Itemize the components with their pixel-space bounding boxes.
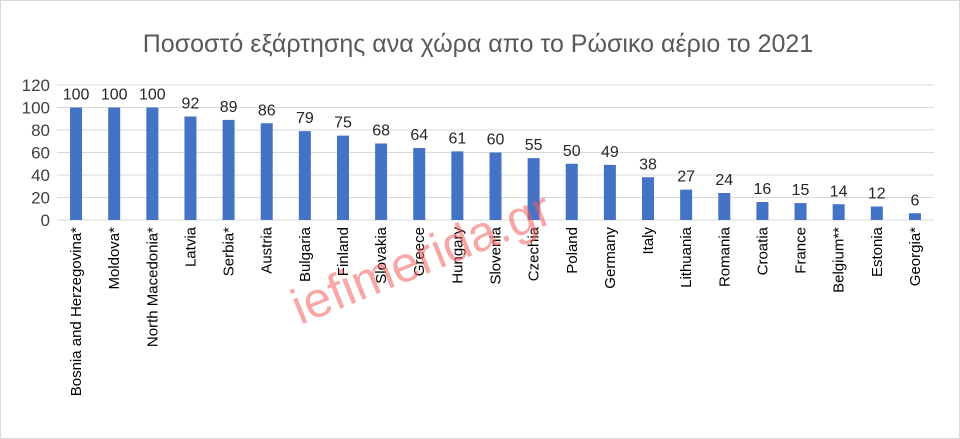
- bar: [794, 203, 807, 220]
- x-tick-label: Slovenia: [488, 226, 505, 284]
- x-tick-label: Slovakia: [373, 226, 390, 283]
- x-tick-label: Bulgaria: [297, 226, 314, 282]
- x-tick-label: Finland: [335, 227, 352, 276]
- x-tick-label: Belgium**: [831, 227, 848, 293]
- gridlines: [57, 84, 934, 221]
- data-label: 64: [410, 127, 428, 144]
- x-tick-label: Serbia*: [221, 227, 238, 276]
- data-label: 16: [754, 181, 772, 198]
- data-label: 100: [63, 87, 90, 104]
- data-label: 60: [487, 132, 505, 149]
- bar: [108, 107, 121, 220]
- bar: [413, 148, 426, 220]
- y-tick-label: 120: [22, 76, 50, 95]
- data-label: 15: [792, 182, 810, 199]
- x-tick-label: Lithuania: [678, 226, 695, 288]
- data-label: 55: [525, 137, 543, 154]
- data-label: 14: [830, 183, 848, 200]
- bar: [184, 116, 197, 220]
- data-label: 100: [101, 87, 128, 104]
- bar: [908, 213, 921, 220]
- bar: [489, 152, 502, 220]
- y-axis: 0 20 40 60 80 100 120: [22, 76, 50, 230]
- bar: [527, 158, 540, 220]
- x-tick-label: Germany: [602, 227, 619, 289]
- bar: [260, 123, 273, 220]
- bar: [603, 164, 616, 220]
- x-tick-label: Greece: [411, 227, 428, 276]
- bar: [70, 107, 83, 220]
- x-tick-label: Estonia: [869, 226, 886, 277]
- data-label: 50: [563, 143, 581, 160]
- bar: [756, 202, 769, 220]
- x-axis: Bosnia and Herzegovina* Moldova* North Mac…: [68, 226, 924, 396]
- x-tick-label: Romania: [716, 226, 733, 287]
- y-tick-label: 100: [22, 99, 50, 118]
- bar: [451, 151, 464, 220]
- data-label: 75: [334, 115, 352, 132]
- bars: [70, 107, 921, 220]
- data-label: 68: [372, 123, 390, 140]
- x-tick-label: Croatia: [754, 226, 771, 275]
- y-tick-label: 40: [31, 166, 50, 185]
- y-tick-label: 80: [31, 121, 50, 140]
- data-label: 27: [677, 169, 695, 186]
- data-label: 12: [868, 186, 886, 203]
- bar: [642, 177, 655, 220]
- bar: [336, 135, 349, 220]
- data-label: 61: [448, 130, 466, 147]
- bar: [870, 206, 883, 220]
- x-tick-label: Moldova*: [106, 227, 123, 290]
- data-label: 79: [296, 110, 314, 127]
- bar: [680, 189, 693, 220]
- bar: [298, 131, 311, 220]
- y-tick-label: 20: [31, 189, 50, 208]
- data-label: 24: [715, 172, 733, 189]
- data-label: 38: [639, 156, 657, 173]
- data-label: 86: [258, 102, 276, 119]
- bar: [832, 204, 845, 220]
- x-tick-label: Georgia*: [907, 227, 924, 286]
- bar: [718, 193, 731, 220]
- x-tick-label: France: [793, 227, 810, 274]
- data-label: 92: [182, 96, 200, 113]
- x-tick-label: North Macedonia*: [144, 227, 161, 347]
- x-tick-label: Czechia: [526, 226, 543, 281]
- data-labels: 100 100 100 92 89 86 79 75 68 64 61 60 55 50 49 38 27 24 1…: [63, 87, 920, 210]
- x-tick-label: Poland: [564, 227, 581, 274]
- y-tick-label: 60: [31, 144, 50, 163]
- x-tick-label: Latvia: [182, 226, 199, 267]
- bar: [222, 119, 235, 220]
- data-label: 6: [910, 192, 919, 209]
- bar: [375, 143, 388, 220]
- bar: [146, 107, 159, 220]
- x-tick-label: Italy: [640, 227, 657, 255]
- x-tick-label: Bosnia and Herzegovina*: [68, 227, 85, 396]
- x-tick-label: Hungary: [449, 227, 466, 284]
- x-tick-label: Austria: [259, 226, 276, 273]
- y-tick-label: 0: [41, 211, 50, 230]
- chart-title: Ποσοστό εξάρτησης ανα χώρα απο το Ρώσικο…: [143, 30, 813, 58]
- data-label: 89: [220, 99, 238, 116]
- bar: [565, 163, 578, 220]
- data-label: 49: [601, 144, 619, 161]
- data-label: 100: [139, 87, 166, 104]
